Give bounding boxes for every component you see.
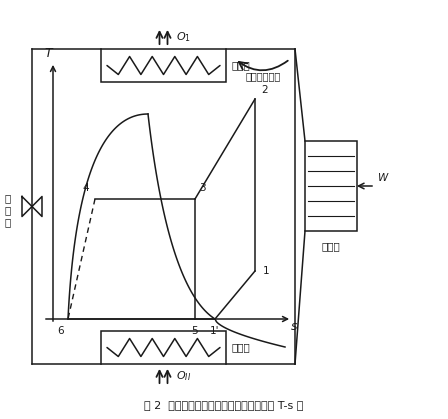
Text: 胀: 胀 xyxy=(5,205,11,215)
Text: 6: 6 xyxy=(57,326,64,336)
Text: 压缩机: 压缩机 xyxy=(322,241,340,251)
Bar xyxy=(101,49,226,82)
Bar xyxy=(101,331,226,364)
Text: 1: 1 xyxy=(263,266,270,276)
Text: 1': 1' xyxy=(210,326,220,336)
Text: 图 2  蒸汽压缩式制冷循环的设备示意图和 T-s 图: 图 2 蒸汽压缩式制冷循环的设备示意图和 T-s 图 xyxy=(144,400,304,410)
Text: 蒸发器: 蒸发器 xyxy=(232,342,251,352)
Text: $O_1$: $O_1$ xyxy=(177,30,191,44)
Text: 4: 4 xyxy=(82,183,89,193)
Text: 膨: 膨 xyxy=(5,194,11,204)
Text: 阀: 阀 xyxy=(5,217,11,228)
Text: 工质流动方向: 工质流动方向 xyxy=(246,71,280,81)
Text: 2: 2 xyxy=(261,85,267,95)
Text: $W$: $W$ xyxy=(377,171,390,183)
Text: 5: 5 xyxy=(192,326,198,336)
Bar xyxy=(305,141,357,231)
Text: 3: 3 xyxy=(199,183,206,193)
Text: $T$: $T$ xyxy=(44,47,54,60)
Text: $O_{II}$: $O_{II}$ xyxy=(177,369,192,383)
Text: 冷凝器: 冷凝器 xyxy=(232,60,251,70)
Text: $s$: $s$ xyxy=(290,320,298,333)
